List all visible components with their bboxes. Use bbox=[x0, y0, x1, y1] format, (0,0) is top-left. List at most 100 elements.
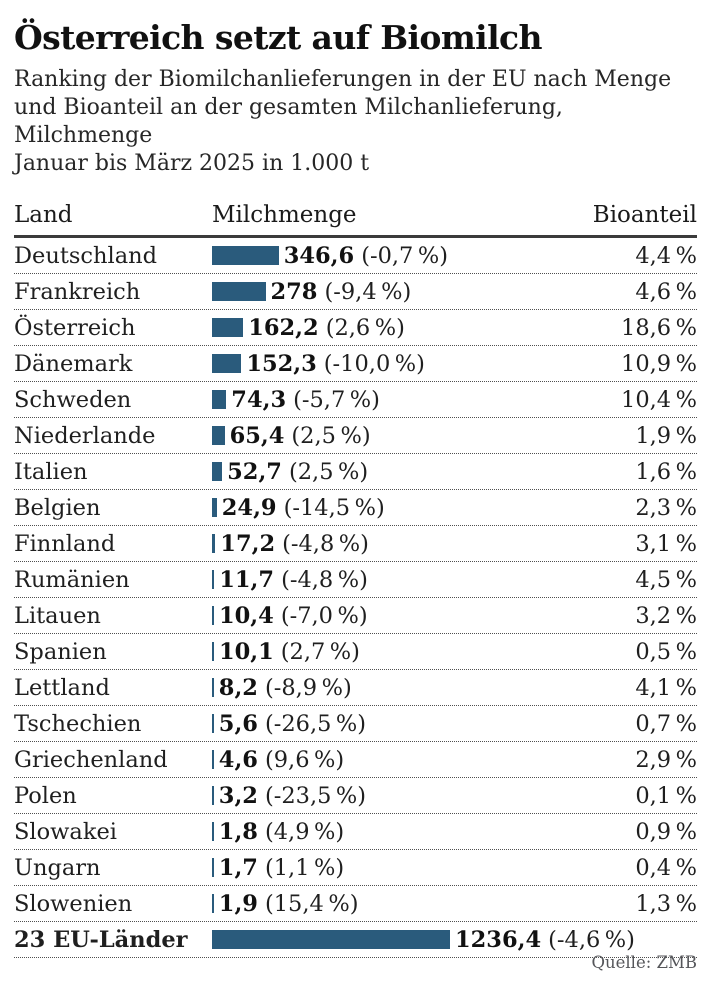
table-row: 23 EU-Länder 1236,4 (-4,6 %) bbox=[14, 922, 697, 959]
milk-quantity-bar bbox=[212, 390, 227, 410]
country-label: Niederlande bbox=[14, 422, 156, 449]
milk-quantity-value: 74,3 bbox=[231, 386, 287, 413]
country-label: Spanien bbox=[14, 638, 107, 665]
column-header-bioanteil: Bioanteil bbox=[592, 202, 697, 229]
milk-change-value: (2,6 %) bbox=[325, 314, 405, 341]
bioanteil-value: 4,1 % bbox=[635, 674, 697, 701]
table-row: Griechenland 4,6 (9,6 %) 2,9 % bbox=[14, 742, 697, 779]
milk-quantity-value: 278 bbox=[270, 278, 318, 305]
milk-quantity-value: 3,2 bbox=[218, 782, 258, 809]
bioanteil-value: 4,6 % bbox=[635, 278, 697, 305]
milchmenge-cell: 52,7 (2,5 %) bbox=[212, 459, 585, 485]
milk-quantity-value: 1,8 bbox=[218, 818, 258, 845]
subtitle: Ranking der Biomilchanlieferungen in der… bbox=[14, 66, 697, 178]
milk-quantity-value: 1,7 bbox=[218, 854, 258, 881]
milk-quantity-value: 152,3 bbox=[246, 350, 317, 377]
bioanteil-value: 4,4 % bbox=[635, 242, 697, 269]
milchmenge-cell: 74,3 (-5,7 %) bbox=[212, 387, 585, 413]
table-row: Deutschland 346,6 (-0,7 %) 4,4 % bbox=[14, 238, 697, 275]
table-row: Slowakei 1,8 (4,9 %) 0,9 % bbox=[14, 814, 697, 851]
country-label: Italien bbox=[14, 458, 88, 485]
bioanteil-value: 1,6 % bbox=[635, 458, 697, 485]
milchmenge-cell: 4,6 (9,6 %) bbox=[212, 747, 585, 773]
milk-change-value: (-4,8 %) bbox=[281, 566, 368, 593]
table-row: Italien 52,7 (2,5 %) 1,6 % bbox=[14, 454, 697, 491]
milchmenge-cell: 17,2 (-4,8 %) bbox=[212, 531, 585, 557]
table-row: Tschechien 5,6 (-26,5 %) 0,7 % bbox=[14, 706, 697, 743]
milk-quantity-value: 8,2 bbox=[218, 674, 258, 701]
milk-change-value: (-23,5 %) bbox=[264, 782, 367, 809]
milk-quantity-value: 17,2 bbox=[220, 530, 276, 557]
country-label: Polen bbox=[14, 782, 77, 809]
source-credit: Quelle: ZMB bbox=[591, 953, 697, 972]
table-row: Dänemark 152,3 (-10,0 %) 10,9 % bbox=[14, 346, 697, 383]
milk-quantity-bar bbox=[212, 534, 216, 554]
country-label: Finnland bbox=[14, 530, 116, 557]
country-label: Deutschland bbox=[14, 242, 158, 269]
milk-quantity-bar bbox=[212, 678, 214, 698]
milk-change-value: (-9,4 %) bbox=[324, 278, 412, 305]
bioanteil-value: 10,9 % bbox=[621, 350, 697, 377]
bioanteil-value: 10,4 % bbox=[621, 386, 697, 413]
milk-change-value: (-5,7 %) bbox=[293, 386, 380, 413]
milk-quantity-bar bbox=[212, 606, 214, 626]
milk-change-value: (-14,5 %) bbox=[283, 494, 385, 521]
column-header-land: Land bbox=[14, 202, 73, 229]
page-title: Österreich setzt auf Biomilch bbox=[14, 18, 543, 57]
bioanteil-value: 2,3 % bbox=[635, 494, 697, 521]
milchmenge-cell: 5,6 (-26,5 %) bbox=[212, 711, 585, 737]
milk-quantity-value: 1,9 bbox=[218, 890, 258, 917]
milk-quantity-value: 10,4 bbox=[219, 602, 274, 629]
milk-change-value: (-7,0 %) bbox=[280, 602, 368, 629]
milchmenge-cell: 8,2 (-8,9 %) bbox=[212, 675, 585, 701]
milk-quantity-bar bbox=[212, 498, 217, 518]
milk-change-value: (1,1 %) bbox=[264, 854, 345, 881]
table-row: Österreich 162,2 (2,6 %) 18,6 % bbox=[14, 310, 697, 347]
milk-quantity-bar bbox=[212, 282, 266, 302]
milk-quantity-bar bbox=[212, 570, 215, 590]
country-label: Belgien bbox=[14, 494, 101, 521]
table-body: Deutschland 346,6 (-0,7 %) 4,4 % Frankre… bbox=[14, 238, 697, 959]
milchmenge-cell: 346,6 (-0,7 %) bbox=[212, 243, 585, 269]
milk-quantity-value: 162,2 bbox=[248, 314, 319, 341]
milk-quantity-bar bbox=[212, 354, 242, 374]
table-row: Niederlande 65,4 (2,5 %) 1,9 % bbox=[14, 418, 697, 455]
table-row: Ungarn 1,7 (1,1 %) 0,4 % bbox=[14, 850, 697, 887]
table-row: Rumänien 11,7 (-4,8 %) 4,5 % bbox=[14, 562, 697, 599]
column-header-milchmenge: Milchmenge bbox=[212, 202, 357, 229]
country-label: Tschechien bbox=[14, 710, 142, 737]
milchmenge-cell: 1,8 (4,9 %) bbox=[212, 819, 585, 845]
milchmenge-cell: 24,9 (-14,5 %) bbox=[212, 495, 585, 521]
milk-change-value: (4,9 %) bbox=[264, 818, 345, 845]
milk-quantity-value: 10,1 bbox=[218, 638, 274, 665]
milk-quantity-bar bbox=[212, 858, 214, 878]
milk-quantity-bar bbox=[212, 786, 214, 806]
milk-quantity-value: 346,6 bbox=[283, 242, 355, 269]
table-header: Land Milchmenge Bioanteil bbox=[14, 202, 697, 239]
milk-change-value: (2,5 %) bbox=[288, 458, 369, 485]
milk-quantity-value: 24,9 bbox=[221, 494, 277, 521]
bioanteil-value: 0,4 % bbox=[635, 854, 697, 881]
milchmenge-cell: 1,9 (15,4 %) bbox=[212, 891, 585, 917]
milchmenge-cell: 1236,4 (-4,6 %) bbox=[212, 927, 635, 953]
milk-quantity-bar bbox=[212, 750, 214, 770]
milk-quantity-value: 52,7 bbox=[227, 458, 282, 485]
country-label: Frankreich bbox=[14, 278, 141, 305]
country-label: Österreich bbox=[14, 314, 136, 341]
table-row: Slowenien 1,9 (15,4 %) 1,3 % bbox=[14, 886, 697, 923]
milchmenge-cell: 3,2 (-23,5 %) bbox=[212, 783, 585, 809]
milk-change-value: (-4,6 %) bbox=[548, 926, 635, 953]
table-row: Litauen 10,4 (-7,0 %) 3,2 % bbox=[14, 598, 697, 635]
bioanteil-value: 1,9 % bbox=[635, 422, 697, 449]
milk-quantity-value: 5,6 bbox=[218, 710, 258, 737]
table-row: Spanien 10,1 (2,7 %) 0,5 % bbox=[14, 634, 697, 671]
country-label: 23 EU-Länder bbox=[14, 926, 188, 953]
milk-quantity-bar bbox=[212, 318, 244, 338]
subtitle-line-1: Ranking der Biomilchanlieferungen in der… bbox=[14, 67, 672, 93]
table-row: Polen 3,2 (-23,5 %) 0,1 % bbox=[14, 778, 697, 815]
country-label: Ungarn bbox=[14, 854, 101, 881]
milk-change-value: (2,7 %) bbox=[280, 638, 360, 665]
milk-quantity-bar bbox=[212, 822, 214, 842]
country-label: Dänemark bbox=[14, 350, 133, 377]
milk-quantity-bar bbox=[212, 462, 223, 482]
